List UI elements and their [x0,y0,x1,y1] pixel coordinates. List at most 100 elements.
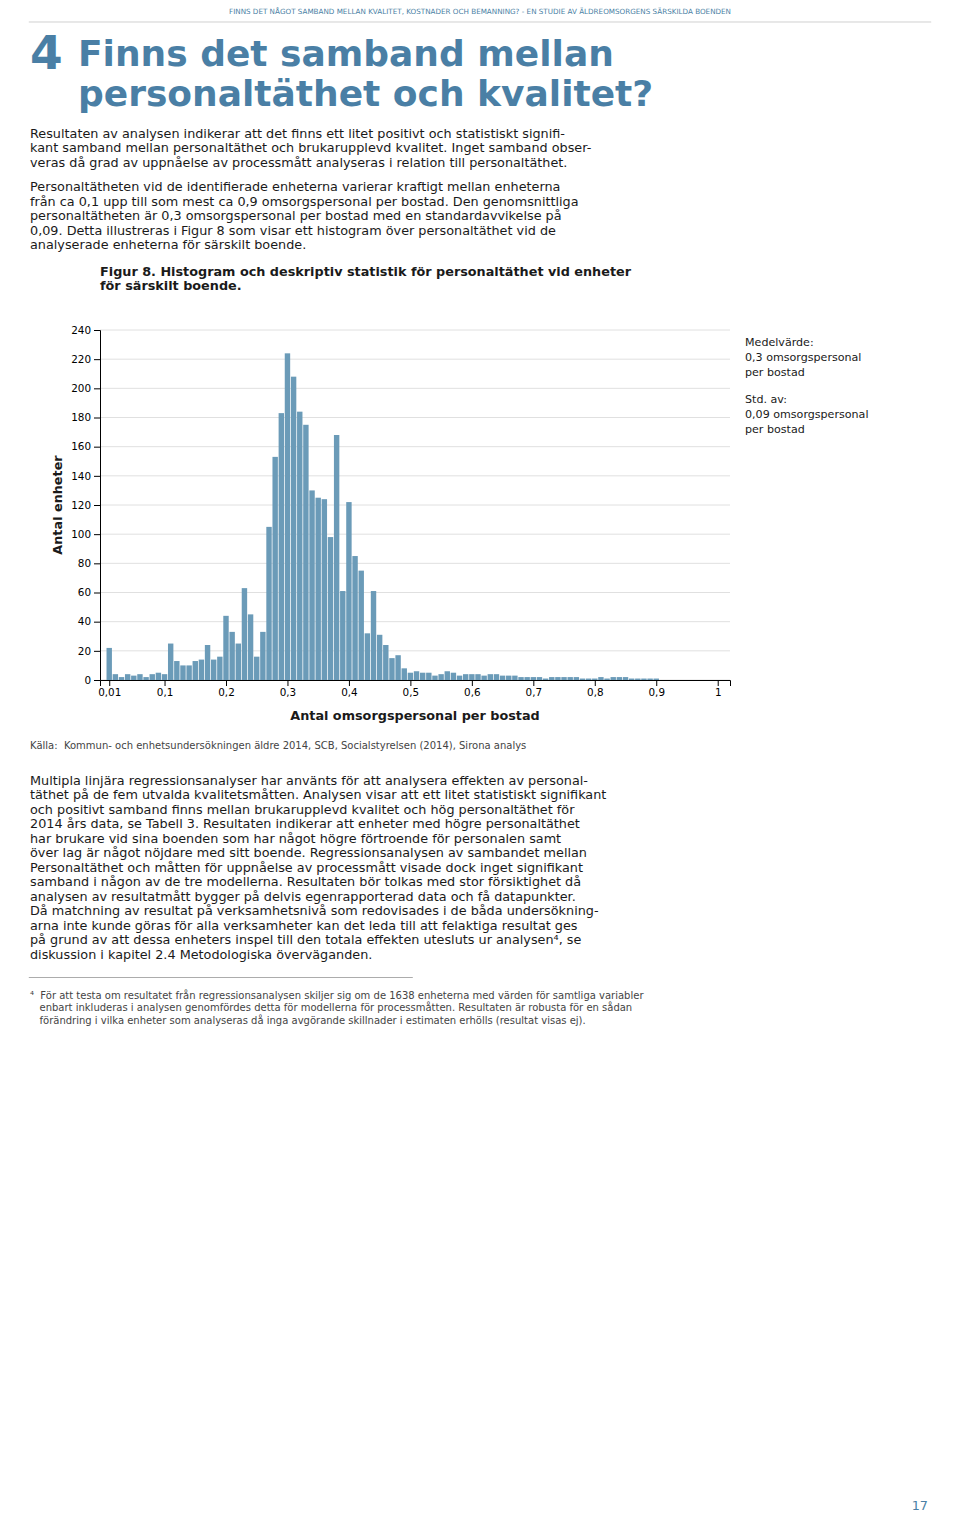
page-title: FINNS DET NÅGOT SAMBAND MELLAN KVALITET,… [229,7,731,16]
bar [309,490,314,680]
y-tick-label: 240 [71,324,91,336]
bar [365,633,370,680]
y-tick-mark [94,418,100,419]
x-tick-mark [349,680,350,686]
bar [205,645,210,680]
y-tick-mark [94,359,100,360]
page-number: 17 [912,1498,928,1513]
y-tick-label: 80 [78,557,91,569]
x-axis-title: Antal omsorgspersonal per bostad [290,708,539,723]
bar [156,673,161,680]
bar [193,661,198,680]
x-tick-label: 0,7 [526,686,543,698]
bar [113,674,118,680]
bar [629,679,634,680]
grid-line [100,388,730,389]
x-tick-mark [287,680,288,686]
bar [635,679,640,680]
bar [180,665,185,680]
bar [229,632,234,680]
y-tick-mark [94,505,100,506]
x-axis: 0,010,10,20,30,40,50,60,70,80,91 [98,680,730,698]
y-tick-label: 140 [71,470,91,482]
bar [451,673,456,680]
x-tick: 0,4 [341,680,358,698]
y-tick: 60 [78,586,100,598]
bar [574,677,579,680]
bar [531,677,536,680]
bar [395,655,400,680]
y-tick-mark [94,476,100,477]
bar [420,673,425,680]
bar [131,676,136,680]
annotation: per bostad [745,423,805,436]
paragraph: Då matchning av resultat på verksamhetsn… [30,903,599,918]
bar [303,425,308,680]
x-axis-line [101,681,731,687]
bar [272,457,277,680]
paragraph: diskussion i kapitel 2.4 Metodologiska ö… [30,947,372,962]
x-tick-mark [595,680,596,686]
y-tick-label: 160 [71,440,91,452]
bar [598,677,603,680]
bar [641,679,646,680]
bars [107,353,659,680]
bar [291,377,296,680]
bar [328,537,333,680]
x-tick-mark [472,680,473,686]
paragraph: över lag är något nöjdare med sitt boend… [30,845,587,860]
x-tick-label: 0,01 [98,686,121,698]
y-tick-label: 180 [71,411,91,423]
paragraph: kant samband mellan personaltäthet och b… [30,140,591,155]
bar [549,677,554,680]
bar [500,676,505,680]
bar [592,679,597,680]
page: FINNS DET NÅGOT SAMBAND MELLAN KVALITET,… [0,0,960,1532]
bar [518,677,523,680]
bar [524,677,529,680]
y-tick-label: 120 [71,499,91,511]
bar [211,660,216,680]
paragraph: från ca 0,1 upp till som mest ca 0,9 oms… [30,194,579,209]
y-tick: 80 [78,557,100,569]
bar [217,657,222,680]
x-tick-label: 0,6 [464,686,481,698]
bar [315,498,320,680]
grid-line [100,592,730,593]
bar [383,645,388,680]
bar [297,412,302,680]
source: Källa: Kommun- och enhetsundersökningen … [30,740,526,751]
bar [150,674,155,680]
bar [402,668,407,680]
grid [100,330,730,680]
bar [371,591,376,680]
bar [561,677,566,680]
bar [604,679,609,680]
bar [481,676,486,680]
bar [352,556,357,680]
paragraph: veras då grad av uppnåelse av processmåt… [30,155,567,170]
y-tick: 160 [71,440,100,452]
y-axis: 020406080100120140160180200220240 [71,324,100,686]
x-tick: 0,8 [587,680,604,698]
x-tick-mark [226,680,227,686]
section-title: Finns det samband mellan [78,33,614,74]
bar [254,657,259,680]
bar [174,661,179,680]
bar [432,676,437,680]
bar [125,674,130,680]
bar [359,571,364,680]
paragraph: arna inte kunde göras för alla verksamhe… [30,918,578,933]
x-tick-mark [109,680,110,686]
bar [242,588,247,680]
grid-line [100,475,730,476]
bar [586,679,591,680]
y-tick-label: 40 [78,615,91,627]
y-tick-mark [94,330,100,331]
footnote-rule [29,977,413,978]
y-tick-label: 60 [78,586,91,598]
bar [580,679,585,680]
section-title: personaltäthet och kvalitet? [78,73,653,114]
y-tick: 20 [78,645,100,657]
bar [143,677,148,680]
